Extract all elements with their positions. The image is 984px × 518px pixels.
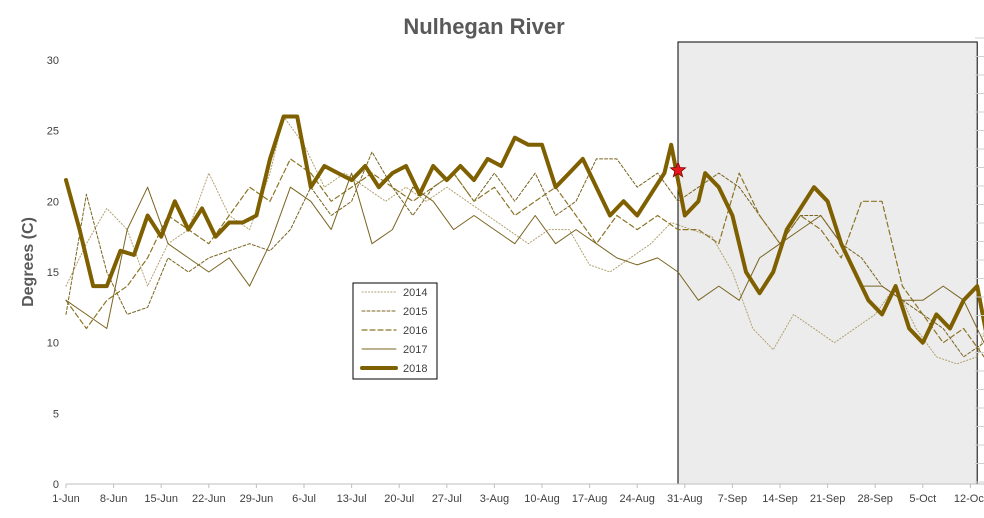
legend-label-2016: 2016 <box>403 325 427 337</box>
legend-label-2015: 2015 <box>403 306 427 318</box>
series-line-2016 <box>65 158 984 358</box>
y-tick-label: 0 <box>53 479 59 491</box>
series-layer <box>64 114 984 365</box>
x-tick-label: 28-Sep <box>857 493 892 505</box>
series-line-2017 <box>65 172 984 344</box>
x-tick-label: 5-Oct <box>909 493 936 505</box>
right-edge-ticks <box>975 37 984 483</box>
legend-label-2014: 2014 <box>403 287 427 299</box>
y-tick-label: 5 <box>53 408 59 420</box>
x-tick-label: 14-Sep <box>762 493 797 505</box>
x-tick-label: 1-Jun <box>52 493 80 505</box>
x-tick-label: 10-Aug <box>524 493 559 505</box>
x-tick-label: 13-Jul <box>337 493 367 505</box>
x-tick-label: 17-Aug <box>572 493 607 505</box>
x-tick-label: 29-Jun <box>240 493 274 505</box>
y-tick-label: 25 <box>47 126 59 138</box>
x-tick-label: 7-Sep <box>718 493 747 505</box>
x-tick-label: 8-Jun <box>100 493 128 505</box>
x-tick-label: 27-Jul <box>432 493 462 505</box>
x-tick-label: 31-Aug <box>667 493 702 505</box>
y-tick-label: 15 <box>47 267 59 279</box>
y-tick-label: 10 <box>47 338 59 350</box>
axes: 0 5 10 15 20 25 30 1-Jun 8-Jun 15-Jun 22-Jun 29-Jun… <box>47 55 984 505</box>
red-star-marker <box>669 161 687 178</box>
legend-label-2018: 2018 <box>403 363 427 375</box>
legend: 2014 2015 2016 2017 2018 <box>352 282 438 380</box>
y-axis-label: Degrees (C) <box>20 217 37 307</box>
chart-title: Nulhegan River <box>403 14 565 39</box>
y-tick-label: 30 <box>47 55 59 67</box>
legend-box <box>352 282 438 380</box>
x-tick-label: 24-Aug <box>619 493 654 505</box>
series-line-2018 <box>64 114 984 345</box>
x-tick-label: 6-Jul <box>292 493 316 505</box>
x-tick-label: 12-Oct <box>954 493 984 505</box>
x-tick-label: 21-Sep <box>810 493 845 505</box>
shaded-region <box>677 41 978 485</box>
x-tick-label: 15-Jun <box>144 493 178 505</box>
x-tick-label: 3-Aug <box>480 493 509 505</box>
x-tick-label: 20-Jul <box>384 493 414 505</box>
x-tick-label: 22-Jun <box>192 493 226 505</box>
y-tick-label: 20 <box>47 196 59 208</box>
legend-label-2017: 2017 <box>403 344 427 356</box>
